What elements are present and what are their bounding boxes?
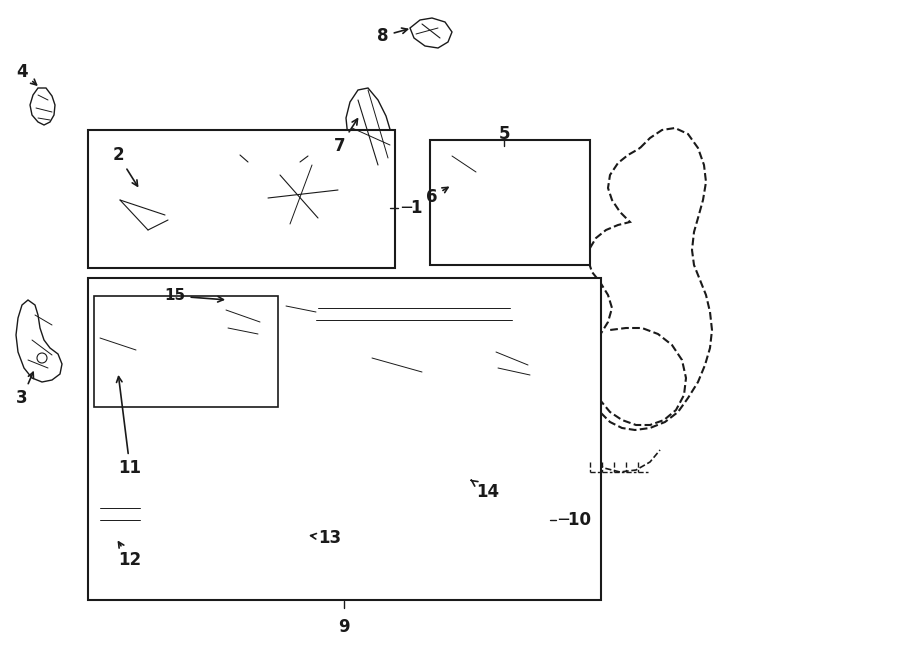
Text: 11: 11 xyxy=(116,377,141,477)
Bar xyxy=(88,130,395,268)
Text: 9: 9 xyxy=(338,618,350,636)
Text: 3: 3 xyxy=(16,372,33,407)
Text: 2: 2 xyxy=(112,146,138,186)
Text: 14: 14 xyxy=(472,481,500,501)
Bar xyxy=(120,493,130,501)
Bar xyxy=(506,508,544,538)
Text: 5: 5 xyxy=(499,125,509,143)
Bar xyxy=(306,528,336,550)
Text: 7: 7 xyxy=(334,119,357,155)
Text: 13: 13 xyxy=(310,529,342,547)
Text: ─10: ─10 xyxy=(558,511,591,529)
Text: 6: 6 xyxy=(427,187,448,206)
Text: ─1: ─1 xyxy=(401,199,422,217)
Bar xyxy=(103,493,113,501)
Text: 4: 4 xyxy=(16,63,37,85)
Bar xyxy=(430,140,590,265)
Bar xyxy=(94,296,278,407)
Text: 8: 8 xyxy=(377,27,408,45)
Text: 15: 15 xyxy=(165,288,223,303)
Text: 12: 12 xyxy=(119,542,141,569)
Bar xyxy=(88,278,601,600)
